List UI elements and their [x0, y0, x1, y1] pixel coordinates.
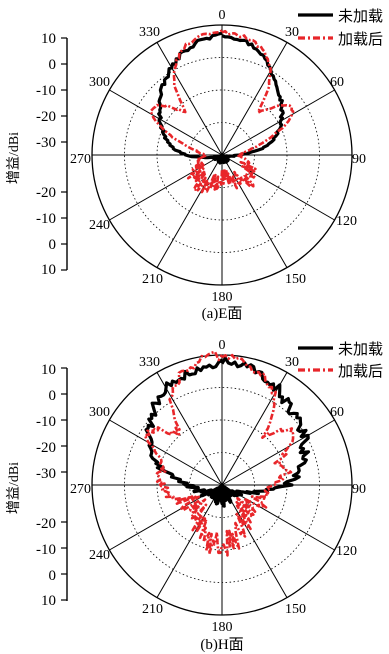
legend: 未加载 加载后 — [298, 341, 383, 380]
angle-label: 240 — [89, 548, 110, 563]
panel-e-plane: 10 0 -10 -20 -30 -20 -10 0 10 增益/dBi 0 3… — [6, 8, 383, 322]
grid-spoke — [221, 372, 288, 486]
grid-spoke — [221, 484, 288, 598]
grid-spoke — [221, 89, 335, 156]
series-group — [143, 350, 311, 557]
y-tick-marks — [61, 37, 67, 271]
legend-label: 加载后 — [338, 31, 383, 48]
angle-label: 270 — [70, 152, 91, 167]
angle-label: 210 — [142, 602, 163, 617]
angle-label: 300 — [89, 405, 110, 420]
grid-spoke — [156, 372, 223, 486]
y-tick-label: 10 — [41, 31, 56, 47]
y-tick-label: -10 — [36, 211, 56, 227]
angle-label: 330 — [139, 355, 160, 370]
grid-spoke — [156, 484, 223, 598]
series-line-loaded — [143, 350, 295, 557]
angle-label: 300 — [89, 75, 110, 90]
y-tick-marks — [61, 367, 67, 601]
angle-label: 30 — [285, 355, 299, 370]
angle-label: 180 — [212, 290, 233, 305]
grid-spoke — [221, 42, 288, 156]
y-tick-label: -10 — [36, 414, 56, 430]
y-tick-label: -20 — [36, 440, 56, 456]
panel-caption: (a)E面 — [202, 306, 243, 322]
series-group — [149, 29, 295, 194]
legend-label: 未加载 — [338, 341, 383, 358]
y-axis-label: 增益/dBi — [6, 132, 22, 184]
angle-label: 0 — [219, 8, 226, 23]
grid-spoke — [221, 154, 288, 268]
y-tick-label: 10 — [41, 593, 56, 609]
y-tick-label: 0 — [49, 237, 57, 253]
y-tick-label: -10 — [36, 542, 56, 558]
angle-label: 90 — [352, 482, 366, 497]
y-tick-label: 10 — [41, 362, 56, 378]
angle-label: 270 — [70, 482, 91, 497]
angle-label: 150 — [285, 602, 306, 617]
y-tick-label: 10 — [41, 262, 56, 278]
angle-label: 120 — [336, 544, 357, 559]
panel-h-plane: 10 0 -10 -20 -30 -20 -10 0 10 增益/dBi 0 3… — [6, 338, 383, 653]
y-tick-label: 0 — [49, 568, 57, 584]
series-line-unloaded — [157, 31, 285, 165]
y-tick-label: -30 — [36, 135, 56, 151]
angle-label: 240 — [89, 218, 110, 233]
series-line-unloaded — [144, 356, 311, 508]
y-tick-label: 0 — [49, 388, 57, 404]
angle-label: 210 — [142, 272, 163, 287]
grid-spoke — [156, 42, 223, 156]
legend-label: 未加载 — [338, 8, 383, 25]
angle-label: 60 — [330, 75, 344, 90]
y-tick-label: -20 — [36, 185, 56, 201]
angle-label: 180 — [212, 620, 233, 635]
y-tick-label: -30 — [36, 466, 56, 482]
grid-spoke — [109, 89, 223, 156]
angle-label: 30 — [285, 25, 299, 40]
y-tick-label: -10 — [36, 83, 56, 99]
panel-caption: (b)H面 — [200, 637, 243, 653]
grid-spoke — [221, 154, 335, 221]
angle-label: 150 — [285, 272, 306, 287]
angle-label: 90 — [352, 152, 366, 167]
grid-spoke — [109, 419, 223, 486]
y-tick-label: -20 — [36, 109, 56, 125]
grid-spoke — [221, 419, 335, 486]
angle-label: 330 — [139, 25, 160, 40]
legend-label: 加载后 — [338, 363, 383, 380]
angle-label: 60 — [330, 405, 344, 420]
y-tick-label: 0 — [49, 57, 57, 73]
angle-label: 0 — [219, 338, 226, 353]
legend: 未加载 加载后 — [298, 8, 383, 48]
grid-spoke — [156, 154, 223, 268]
angle-label: 120 — [336, 214, 357, 229]
y-axis-label: 增益/dBi — [6, 462, 22, 514]
y-tick-label: -20 — [36, 516, 56, 532]
